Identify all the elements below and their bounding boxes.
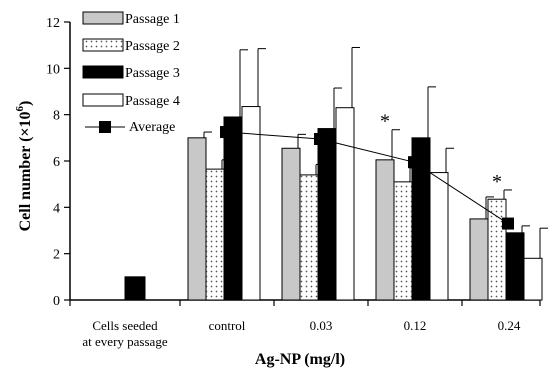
bar-dotted: [299, 174, 319, 301]
bar-black: [505, 232, 525, 301]
x-tick-label: 0.12: [404, 318, 427, 333]
legend-swatch-dotted: [82, 38, 124, 52]
bar-gray: [375, 159, 395, 301]
y-tick-label: 12: [46, 16, 60, 31]
legend-label: Passage 1: [125, 12, 180, 27]
average-marker: [220, 126, 232, 139]
y-tick-label: 2: [53, 248, 60, 263]
legend-label: Passage 3: [125, 66, 180, 81]
axes: 0 2 4 6 8 10 12: [46, 16, 541, 309]
average-marker: [314, 132, 326, 145]
significance-marker: *: [380, 111, 390, 133]
bar-gray: [187, 137, 207, 301]
seed-label: at every passage: [82, 334, 167, 349]
legend-label: Average: [129, 120, 175, 135]
legend-swatch-gray: [82, 11, 124, 25]
y-tick-label: 6: [53, 155, 60, 170]
y-tick-label: 10: [46, 62, 60, 77]
bar-white: [523, 257, 543, 301]
bar-dotted: [393, 181, 413, 301]
bar-black: [223, 116, 243, 301]
legend-marker-average: [99, 121, 111, 133]
average-line: [220, 126, 514, 230]
bars: [124, 106, 543, 301]
bar-dotted: [205, 168, 225, 301]
average-marker: [408, 156, 420, 169]
y-axis-title-text: Cell number (×10: [17, 111, 34, 231]
x-tick-label: control: [209, 318, 246, 333]
y-axis-title-superscript: 6: [14, 105, 26, 111]
y-axis-title-suffix: ): [17, 101, 34, 106]
average-series-line: [225, 131, 509, 224]
bar-gray: [469, 218, 489, 301]
error-bars: [203, 46, 548, 259]
bar-black: [317, 128, 337, 301]
x-tick-label: 0.24: [498, 318, 521, 333]
legend-label: Passage 4: [125, 94, 180, 109]
legend: Passage 1 Passage 2 Passage 3 Passage 4 Aver…: [82, 11, 180, 135]
legend-label: Passage 2: [125, 39, 180, 54]
x-axis-title: Ag-NP (mg/l): [255, 351, 345, 368]
bar-dotted: [487, 198, 507, 301]
significance-marker: *: [492, 171, 502, 193]
legend-swatch-white: [82, 93, 124, 107]
y-tick-label: 4: [53, 201, 60, 216]
x-tick-label: 0.03: [310, 318, 333, 333]
y-axis-title: Cell number (×106): [14, 101, 34, 232]
seed-label: Cells seeded: [92, 318, 158, 333]
average-marker: [502, 217, 514, 230]
bar-white: [241, 106, 261, 301]
bar-white: [335, 107, 355, 301]
seed-bar: [124, 276, 146, 301]
legend-swatch-black: [82, 65, 124, 79]
bar-gray: [281, 147, 301, 301]
y-tick-label: 0: [53, 294, 60, 309]
y-tick-label: 8: [53, 109, 60, 124]
bar-white: [429, 172, 449, 301]
